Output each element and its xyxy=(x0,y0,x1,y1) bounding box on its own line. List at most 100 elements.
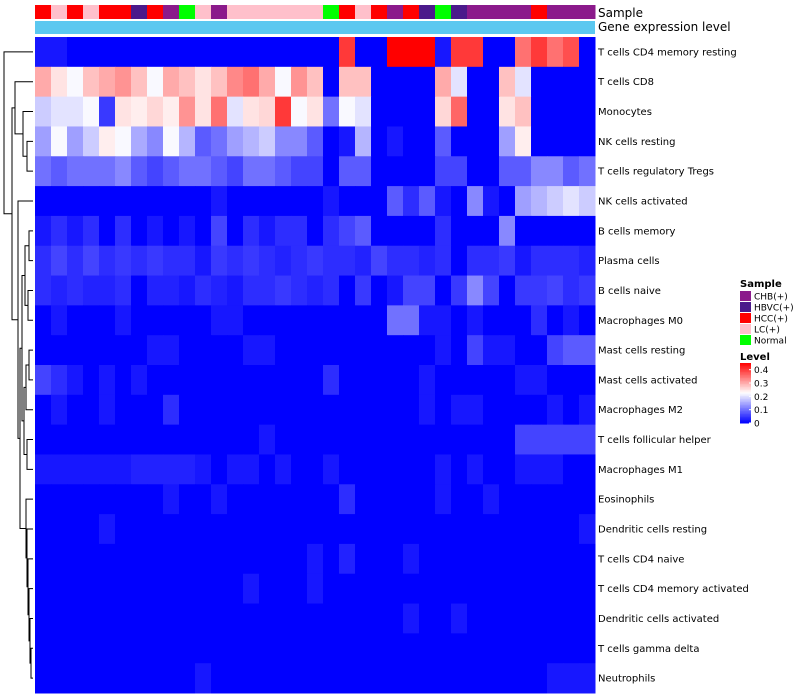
heatmap-cell xyxy=(467,573,484,605)
heatmap-cell xyxy=(195,275,212,306)
heatmap-cell xyxy=(83,186,100,217)
heatmap-cell xyxy=(499,245,516,277)
heatmap-cell xyxy=(291,156,308,187)
heatmap-cell xyxy=(179,454,196,485)
dendrogram-branch xyxy=(3,51,33,215)
heatmap-cell xyxy=(387,543,404,575)
heatmap-cell xyxy=(83,126,100,157)
heatmap-cell xyxy=(499,126,516,157)
heatmap-cell xyxy=(483,126,500,157)
heatmap-cell xyxy=(515,96,532,127)
heatmap-cell xyxy=(163,484,180,515)
heatmap-cell xyxy=(403,663,420,694)
heatmap-cell xyxy=(211,245,228,277)
sample-cell xyxy=(547,5,564,19)
heatmap-cell xyxy=(387,484,404,515)
heatmap-cell xyxy=(51,156,68,187)
heatmap-cell xyxy=(499,543,516,575)
heatmap-cell xyxy=(35,66,52,98)
heatmap-cell xyxy=(115,454,132,485)
heatmap-cell xyxy=(371,335,388,366)
heatmap-cell xyxy=(291,663,308,694)
heatmap-cell xyxy=(115,424,132,455)
heatmap-cell xyxy=(275,424,292,455)
heatmap-cell xyxy=(35,573,52,605)
heatmap-cell xyxy=(419,424,436,455)
heatmap-cell xyxy=(99,573,116,605)
level-legend-gradient-step xyxy=(740,375,751,377)
heatmap-cell xyxy=(435,66,452,98)
heatmap-cell xyxy=(99,186,116,217)
heatmap-cell xyxy=(227,275,244,306)
heatmap-cell xyxy=(323,484,340,515)
heatmap-cell xyxy=(131,514,148,545)
heatmap-cell xyxy=(531,514,548,545)
heatmap-cell xyxy=(467,543,484,575)
heatmap-cell xyxy=(195,514,212,545)
heatmap-cell xyxy=(83,424,100,455)
row-label: Dendritic cells activated xyxy=(598,614,719,625)
heatmap-cell xyxy=(163,335,180,366)
heatmap-cell xyxy=(51,37,68,68)
heatmap-cell xyxy=(163,424,180,455)
row-label: NK cells activated xyxy=(598,197,688,208)
heatmap-cell xyxy=(275,484,292,515)
heatmap-cell xyxy=(259,96,276,127)
heatmap-cell xyxy=(35,215,52,247)
level-legend-gradient-step xyxy=(740,387,751,389)
heatmap-cell xyxy=(563,484,580,515)
sample-legend-swatch xyxy=(740,335,751,345)
heatmap-cell xyxy=(547,126,564,157)
heatmap-cell xyxy=(243,484,260,515)
heatmap-cell xyxy=(211,37,228,68)
heatmap-cell xyxy=(435,454,452,485)
heatmap-cell xyxy=(403,66,420,98)
heatmap-cell xyxy=(115,275,132,306)
heatmap-cell xyxy=(163,663,180,694)
heatmap-cell xyxy=(435,663,452,694)
heatmap-cell xyxy=(179,335,196,366)
heatmap-cell xyxy=(499,305,516,336)
heatmap-cell xyxy=(339,663,356,694)
heatmap-cell xyxy=(179,663,196,694)
row-label: B cells naive xyxy=(598,286,661,297)
heatmap-cell xyxy=(355,454,372,485)
heatmap-cell xyxy=(179,156,196,187)
heatmap-cell xyxy=(115,156,132,187)
heatmap-cell xyxy=(179,37,196,68)
heatmap-cell xyxy=(259,126,276,157)
heatmap-cell xyxy=(259,66,276,98)
heatmap-cell xyxy=(83,156,100,187)
heatmap-cell xyxy=(99,603,116,634)
heatmap-cell xyxy=(307,335,324,366)
heatmap-cell xyxy=(211,633,228,664)
heatmap-cell xyxy=(275,603,292,634)
heatmap-cell xyxy=(275,37,292,68)
heatmap-cell xyxy=(163,245,180,277)
heatmap-cell xyxy=(67,305,84,336)
heatmap-cell xyxy=(243,603,260,634)
heatmap-cell xyxy=(195,663,212,694)
heatmap-cell xyxy=(35,156,52,187)
heatmap-cell xyxy=(147,37,164,68)
heatmap-cell xyxy=(339,365,356,396)
heatmap-cell xyxy=(227,215,244,247)
heatmap-cell xyxy=(371,156,388,187)
heatmap-cell xyxy=(467,335,484,366)
level-legend-gradient-step xyxy=(740,412,751,415)
heatmap-cell xyxy=(51,484,68,515)
heatmap-cell xyxy=(195,484,212,515)
heatmap-cell xyxy=(451,245,468,277)
heatmap-cell xyxy=(163,186,180,217)
row-label: T cells CD8 xyxy=(597,77,654,88)
heatmap-cell xyxy=(211,573,228,605)
heatmap-cell xyxy=(35,663,52,694)
heatmap-cell xyxy=(451,126,468,157)
heatmap-cell xyxy=(579,186,596,217)
heatmap-cell xyxy=(515,603,532,634)
sample-cell xyxy=(339,5,356,19)
heatmap-cell xyxy=(211,96,228,127)
heatmap-cell xyxy=(387,305,404,336)
heatmap-cell xyxy=(547,424,564,455)
level-legend-gradient-step xyxy=(740,406,751,409)
